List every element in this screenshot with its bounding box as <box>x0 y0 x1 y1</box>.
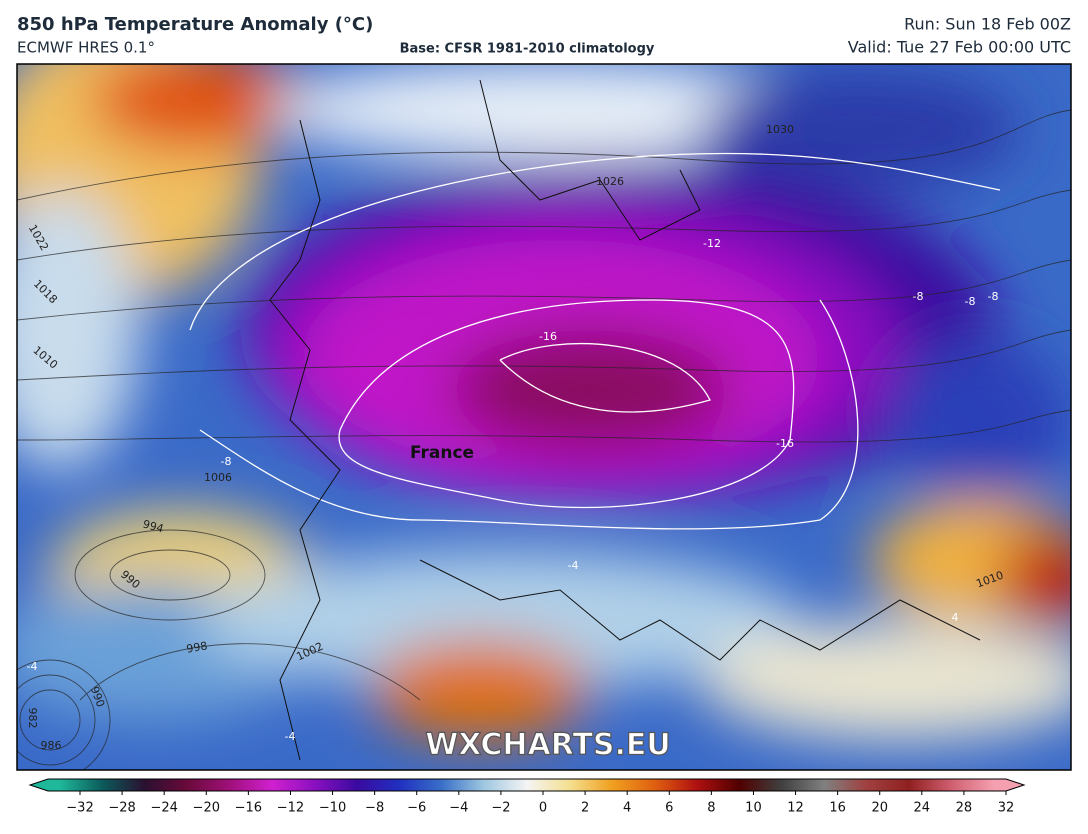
contour-label: -16 <box>539 330 557 343</box>
contour-label: 1006 <box>204 471 232 484</box>
contour-label: -16 <box>776 437 794 450</box>
colorbar-tick-label: 10 <box>745 801 762 816</box>
contour-label: -4 <box>568 559 579 572</box>
contour-label: 982 <box>26 708 39 729</box>
colorbar-tick-label: −16 <box>235 801 262 816</box>
run: Run: Sun 18 Feb 00Z <box>904 15 1071 34</box>
colorbar-tick-label: 32 <box>998 801 1015 816</box>
contour-label: -4 <box>27 660 38 673</box>
contour-label: 1026 <box>596 175 624 188</box>
contour-label: 994 <box>141 518 165 536</box>
colorbar-tick-label: 16 <box>829 801 846 816</box>
contour-label: -4 <box>285 730 296 743</box>
colorbar-tick-label: −4 <box>449 801 468 816</box>
colorbar-tick-label: −28 <box>108 801 135 816</box>
valid: Valid: Tue 27 Feb 00:00 UTC <box>848 38 1071 57</box>
colorbar-tick-label: 6 <box>665 801 673 816</box>
colorbar-tick-label: −12 <box>277 801 304 816</box>
colorbar-tick-label: −6 <box>407 801 426 816</box>
contour-label: -8 <box>221 455 232 468</box>
colorbar-tick-label: −24 <box>150 801 177 816</box>
base: Base: CFSR 1981-2010 climatology <box>400 42 655 57</box>
model: ECMWF HRES 0.1° <box>17 39 155 57</box>
colorbar-tick-label: −32 <box>66 801 93 816</box>
watermark: WXCHARTS.EU <box>425 728 671 763</box>
colorbar-tick-label: −10 <box>319 801 346 816</box>
contour-label: 986 <box>41 739 62 752</box>
contour-label: -8 <box>965 295 976 308</box>
colorbar-tick-label: 24 <box>914 801 931 816</box>
colorbar <box>28 778 1026 792</box>
colorbar-tick-label: 28 <box>956 801 973 816</box>
map-field <box>17 64 1071 770</box>
colorbar-tick-label: −20 <box>193 801 220 816</box>
contour-label: 4 <box>952 611 959 624</box>
map-frame <box>16 63 1072 771</box>
colorbar-tick-label: −2 <box>491 801 510 816</box>
colorbar-tick-label: 2 <box>581 801 589 816</box>
contour-label: 998 <box>185 639 208 655</box>
colorbar-tick-label: −8 <box>365 801 384 816</box>
place-label: France <box>410 443 474 463</box>
colorbar-tick-label: 8 <box>707 801 715 816</box>
contour-label: -12 <box>703 237 721 250</box>
contour-label: -8 <box>988 290 999 303</box>
title: 850 hPa Temperature Anomaly (°C) <box>17 14 373 35</box>
colorbar-tick-label: 20 <box>871 801 888 816</box>
contour-label: 1030 <box>766 123 794 136</box>
colorbar-tick-label: 4 <box>623 801 631 816</box>
colorbar-tick-label: 0 <box>539 801 547 816</box>
colorbar-ticks: −32 −28 −24 −20 −16 −12 −10 −8 −6 −4 −2 0 2 4 6 8 10 12 16… <box>66 791 1014 816</box>
contour-label: -8 <box>913 290 924 303</box>
colorbar-tick-label: 12 <box>787 801 804 816</box>
